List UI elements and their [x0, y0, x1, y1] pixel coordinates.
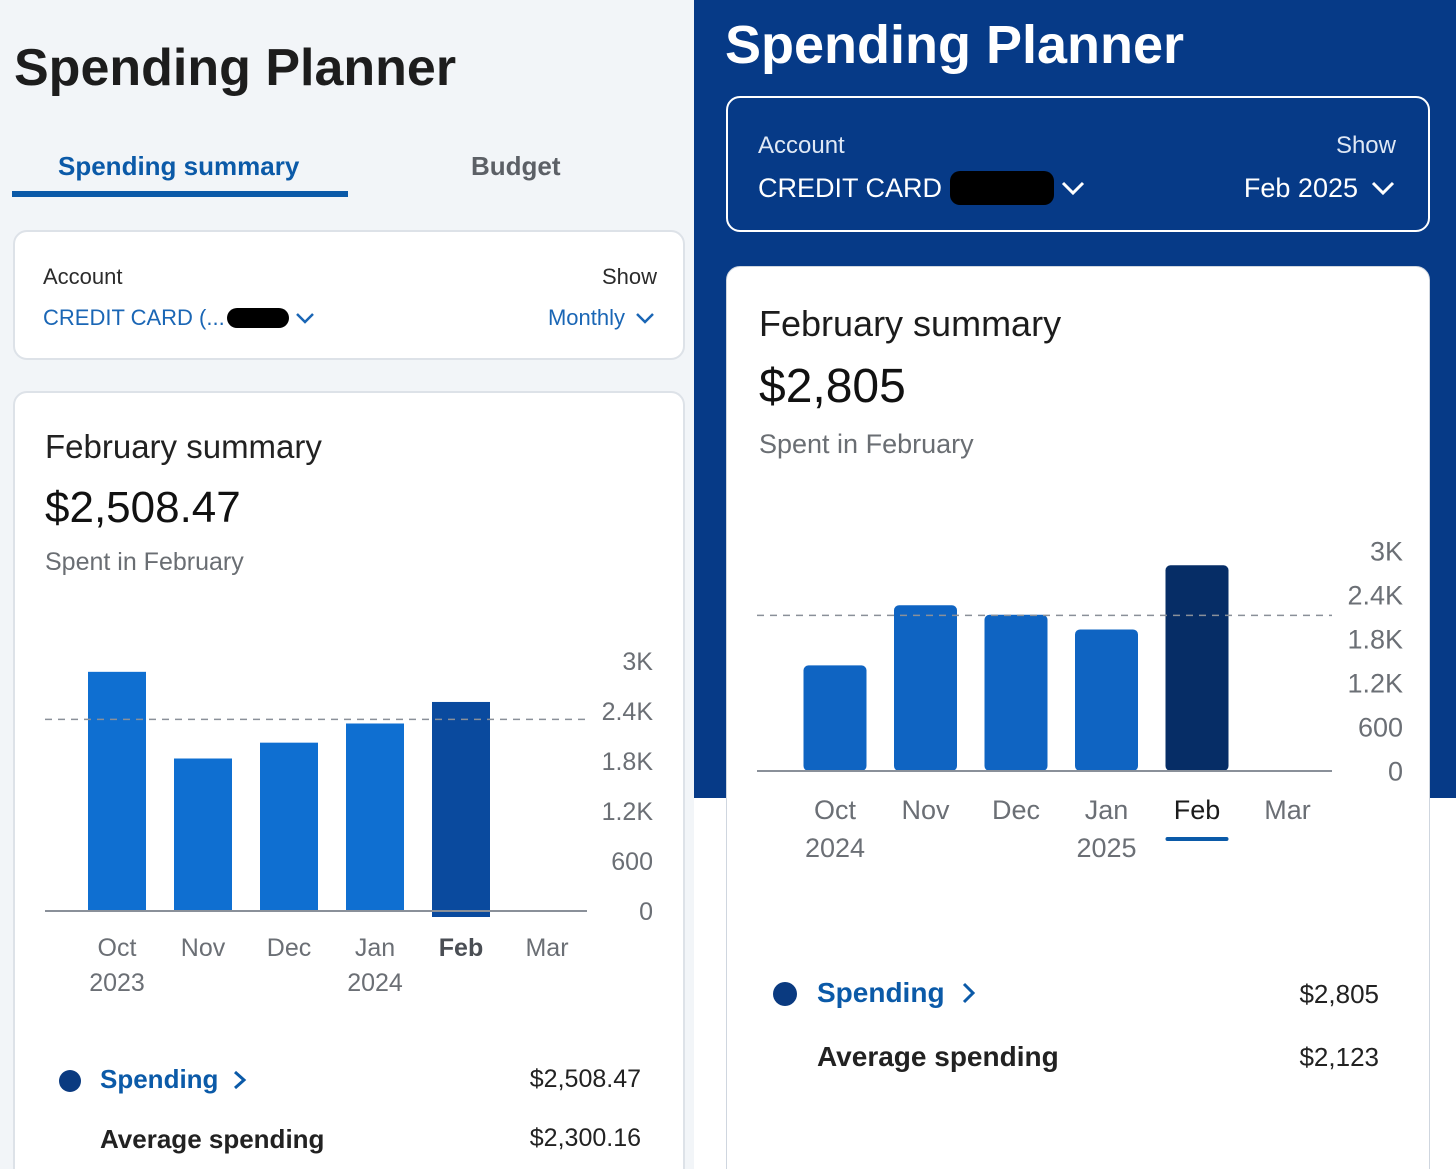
y-tick-label: 0: [1388, 756, 1403, 786]
spending-bar-chart: 3K 2.4K 1.8K 1.2K 600 0 Oct 2023 Nov Dec Jan 2024 Fe…: [45, 648, 654, 997]
bar-feb: [1165, 565, 1229, 771]
y-tick-label: 1.2K: [1347, 668, 1403, 698]
bar-jan: [1075, 629, 1138, 771]
bar-dec: [984, 614, 1048, 771]
x-tick-label: Jan: [1085, 795, 1129, 825]
x-tick-year-label: 2024: [347, 969, 403, 997]
redacted-account-number: [950, 171, 1055, 205]
summary-subtitle: Spent in February: [45, 548, 244, 576]
selected-month-indicator: [1165, 837, 1229, 841]
summary-title: February summary: [759, 303, 1062, 344]
spending-link[interactable]: Spending: [817, 977, 977, 1009]
x-tick-label: Mar: [525, 934, 568, 962]
x-tick-year-label: 2024: [805, 833, 865, 863]
page-title: Spending Planner: [725, 15, 1185, 75]
x-tick-label: Jan: [355, 934, 395, 962]
spending-legend-dot: [773, 982, 797, 1006]
summary-subtitle: Spent in February: [759, 429, 974, 459]
y-tick-label: 1.8K: [1347, 624, 1403, 654]
x-tick-year-label: 2025: [1076, 833, 1136, 863]
show-label: Show: [601, 264, 657, 289]
spending-link[interactable]: Spending: [100, 1064, 248, 1095]
y-tick-label: 0: [639, 898, 653, 926]
show-label: Show: [1335, 132, 1396, 159]
bar-dec: [260, 742, 318, 911]
bar-nov: [174, 758, 232, 911]
average-spending-label: Average spending: [100, 1124, 325, 1154]
bar-nov: [894, 605, 957, 771]
summary-card: February summary $2,805 Spent in Februar…: [726, 266, 1430, 1169]
spending-legend-dot: [59, 1070, 81, 1092]
y-tick-label: 600: [611, 848, 653, 876]
average-spending-value: $2,300.16: [529, 1124, 641, 1152]
account-value: CREDIT CARD: [758, 172, 943, 203]
x-tick-label: Feb: [439, 934, 483, 962]
x-tick-label: Dec: [267, 934, 311, 962]
x-tick-label: Feb: [1174, 795, 1221, 825]
y-tick-label: 3K: [622, 648, 653, 676]
chevron-right-icon: [962, 982, 975, 1004]
account-label: Account: [758, 132, 845, 159]
page-title: Spending Planner: [14, 39, 457, 97]
x-tick-year-label: 2023: [89, 969, 145, 997]
bar-oct: [803, 665, 867, 771]
summary-amount: $2,805: [759, 360, 906, 413]
redacted-account-number: [226, 308, 289, 328]
tab-spending-summary[interactable]: Spending summary: [58, 151, 300, 181]
left-screen: Spending Planner Spending summary Budget…: [0, 0, 694, 1169]
spending-link-label: Spending: [817, 977, 945, 1008]
period-value: Feb 2025: [1243, 172, 1358, 203]
x-tick-label: Nov: [901, 795, 950, 825]
x-tick-label: Mar: [1264, 795, 1311, 825]
chevron-right-icon: [234, 1070, 247, 1089]
bar-jan: [346, 723, 404, 911]
y-tick-label: 2.4K: [602, 698, 654, 726]
average-spending-label: Average spending: [817, 1041, 1059, 1072]
account-value: CREDIT CARD (...: [43, 305, 225, 330]
period-dropdown[interactable]: Feb 2025: [1244, 168, 1396, 208]
period-dropdown[interactable]: Monthly: [548, 302, 655, 334]
y-tick-label: 600: [1358, 712, 1403, 742]
y-tick-label: 2.4K: [1347, 580, 1403, 610]
chevron-down-icon: [1061, 181, 1085, 196]
spending-link-label: Spending: [100, 1064, 219, 1094]
x-tick-label: Dec: [992, 795, 1040, 825]
average-spending-value: $2,123: [1299, 1042, 1379, 1072]
x-tick-label: Oct: [98, 934, 137, 962]
tab-budget[interactable]: Budget: [471, 151, 561, 181]
spending-value: $2,805: [1299, 979, 1379, 1009]
y-tick-label: 1.8K: [602, 748, 654, 776]
account-dropdown[interactable]: CREDIT CARD: [758, 168, 1086, 208]
chevron-down-icon: [295, 313, 314, 324]
account-label: Account: [43, 264, 123, 289]
bar-oct: [88, 671, 146, 911]
summary-card: February summary $2,508.47 Spent in Febr…: [13, 391, 685, 1169]
bar-feb: [432, 701, 490, 917]
y-tick-label: 1.2K: [602, 798, 654, 826]
account-dropdown[interactable]: CREDIT CARD (...: [43, 302, 315, 334]
x-tick-label: Oct: [814, 795, 857, 825]
spending-bar-chart: 3K 2.4K 1.8K 1.2K 600 0 Oct 2024 Nov Dec Jan 2025 Fe…: [757, 536, 1403, 863]
x-tick-label: Nov: [181, 934, 226, 962]
chevron-down-icon: [1371, 181, 1395, 196]
chevron-down-icon: [636, 313, 654, 324]
right-screen: Spending Planner Account CREDIT CARD Sho…: [694, 0, 1456, 1169]
spending-value: $2,508.47: [529, 1065, 641, 1093]
period-value: Monthly: [547, 305, 625, 330]
account-selector-card: Account CREDIT CARD Show Feb 2025: [726, 96, 1430, 232]
active-tab-indicator: [12, 191, 348, 197]
summary-title: February summary: [45, 428, 322, 465]
account-selector-card: Account CREDIT CARD (... Show Monthly: [13, 230, 685, 360]
y-tick-label: 3K: [1370, 536, 1403, 566]
summary-amount: $2,508.47: [45, 483, 241, 532]
